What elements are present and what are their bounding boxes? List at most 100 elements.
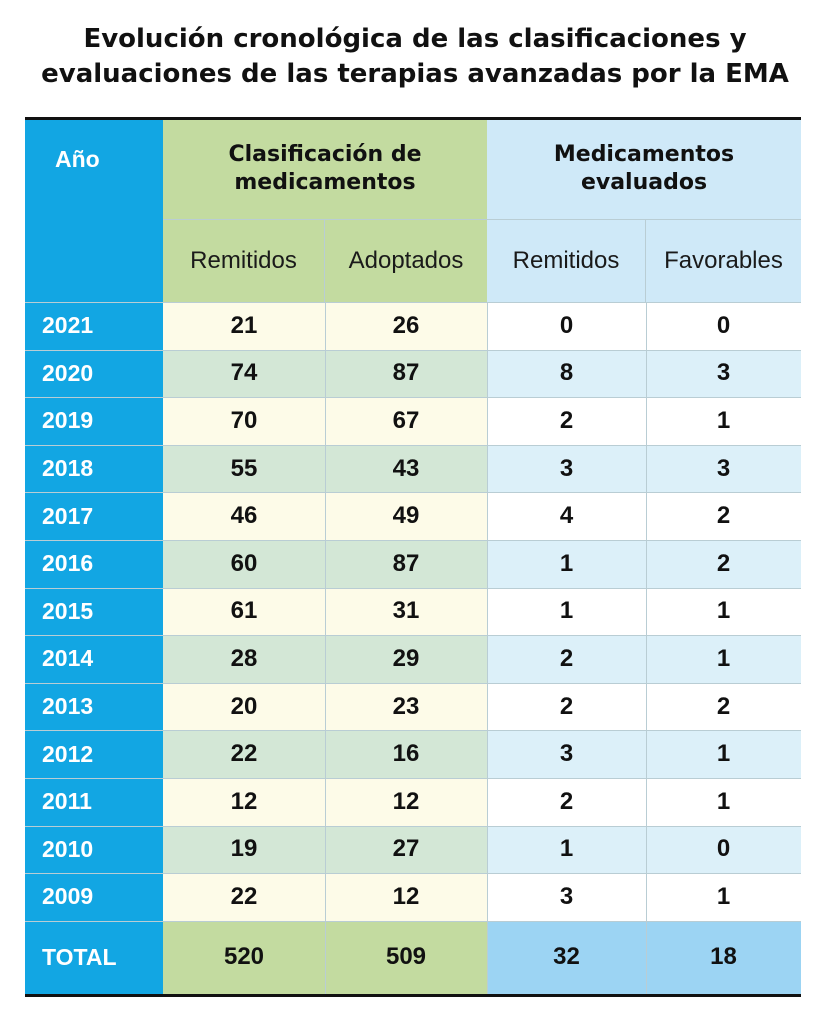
cell-evaluated-remitidos: 3	[487, 444, 646, 493]
cell-classification-remitidos: 61	[163, 587, 325, 636]
cell-evaluated-remitidos: 2	[487, 778, 646, 826]
total-label: TOTAL	[42, 943, 117, 970]
group1-line-1: Clasificación de	[228, 142, 422, 167]
cell-evaluated-favorables: 0	[646, 302, 801, 350]
cell-evaluated-remitidos: 3	[487, 873, 646, 921]
cell-classification-adoptados: 87	[325, 349, 487, 398]
cell-classification-remitidos: 28	[163, 635, 325, 683]
year-label: 2011	[42, 788, 92, 815]
cell-evaluated-favorables: 1	[646, 778, 801, 826]
year-label: 2018	[42, 455, 94, 482]
cell-classification-remitidos: 70	[163, 397, 325, 445]
row-separator	[25, 682, 801, 684]
title-line-2: evaluaciones de las terapias avanzadas p…	[41, 59, 789, 89]
cell-classification-adoptados: 16	[325, 730, 487, 778]
row-separator	[25, 397, 801, 399]
cell-evaluated-remitidos: 2	[487, 397, 646, 445]
cell-evaluated-favorables: 1	[646, 397, 801, 445]
cell-classification-adoptados: 26	[325, 302, 487, 350]
year-label: 2012	[42, 740, 94, 767]
table-top-rule	[25, 117, 801, 120]
total-separator	[25, 920, 801, 922]
group-header-divider	[163, 219, 801, 220]
cell-classification-adoptados: 31	[325, 587, 487, 636]
cell-evaluated-remitidos: 1	[487, 587, 646, 636]
group-header-classification-bg	[163, 120, 487, 302]
row-separator	[25, 825, 801, 827]
cell-classification-adoptados: 49	[325, 492, 487, 540]
year-column-background	[25, 120, 163, 994]
table-bottom-rule	[25, 994, 801, 997]
subheader-classification-remitidos: Remitidos	[190, 247, 297, 274]
cell-classification-adoptados: 12	[325, 873, 487, 921]
row-separator	[25, 540, 801, 541]
cell-evaluated-favorables: 1	[646, 873, 801, 921]
row-separator	[25, 730, 801, 732]
cell-evaluated-remitidos: 1	[487, 825, 646, 874]
cell-classification-adoptados: 43	[325, 444, 487, 493]
row-separator	[25, 778, 801, 779]
cell-classification-remitidos: 55	[163, 444, 325, 493]
row-separator	[25, 492, 801, 494]
cell-classification-remitidos: 21	[163, 302, 325, 350]
cell-evaluated-remitidos: 4	[487, 492, 646, 540]
row-separator	[25, 635, 801, 637]
year-label: 2014	[42, 645, 94, 672]
cell-evaluated-favorables: 0	[646, 825, 801, 874]
cell-classification-remitidos: 19	[163, 825, 325, 874]
chart-title: Evolución cronológica de las clasificaci…	[0, 22, 830, 92]
total-evaluated-favorables: 18	[646, 920, 801, 994]
year-header: Año	[55, 146, 100, 172]
group-header-classification: Clasificación de medicamentos	[163, 137, 487, 201]
subheader-divider-2	[645, 219, 646, 302]
group2-line-2: evaluados	[580, 170, 708, 195]
cell-evaluated-favorables: 2	[646, 492, 801, 540]
cell-evaluated-favorables: 1	[646, 635, 801, 683]
cell-evaluated-favorables: 1	[646, 730, 801, 778]
cell-classification-remitidos: 22	[163, 730, 325, 778]
year-label: 2010	[42, 835, 94, 862]
cell-classification-adoptados: 12	[325, 778, 487, 826]
total-evaluated-remitidos: 32	[487, 920, 646, 994]
total-classification-remitidos: 520	[163, 920, 325, 994]
subheader-classification-adoptados: Adoptados	[348, 247, 464, 274]
cell-classification-remitidos: 60	[163, 540, 325, 588]
cell-classification-adoptados: 87	[325, 540, 487, 588]
row-separator	[25, 302, 801, 303]
title-line-1: Evolución cronológica de las clasificaci…	[83, 24, 747, 54]
year-label: 2013	[42, 693, 94, 720]
cell-evaluated-remitidos: 8	[487, 349, 646, 398]
group2-line-1: Medicamentos	[553, 142, 735, 167]
cell-classification-adoptados: 27	[325, 825, 487, 874]
year-label: 2017	[42, 502, 94, 529]
cell-classification-adoptados: 67	[325, 397, 487, 445]
row-separator	[25, 349, 801, 351]
year-label: 2019	[42, 407, 94, 434]
row-separator	[25, 444, 801, 446]
column-separator	[325, 302, 326, 994]
cell-evaluated-remitidos: 3	[487, 730, 646, 778]
year-label: 2021	[42, 312, 94, 339]
group1-line-2: medicamentos	[234, 170, 416, 195]
row-separator	[25, 587, 801, 589]
cell-classification-remitidos: 20	[163, 682, 325, 731]
year-label: 2009	[42, 883, 94, 910]
cell-evaluated-remitidos: 2	[487, 635, 646, 683]
cell-classification-remitidos: 12	[163, 778, 325, 826]
year-label: 2020	[42, 359, 94, 386]
cell-classification-remitidos: 46	[163, 492, 325, 540]
subheader-evaluated-remitidos: Remitidos	[512, 247, 620, 274]
group-header-evaluated: Medicamentos evaluados	[487, 137, 801, 201]
cell-evaluated-favorables: 2	[646, 540, 801, 588]
column-separator	[487, 302, 488, 994]
cell-evaluated-remitidos: 2	[487, 682, 646, 731]
group-header-evaluated-bg	[487, 120, 801, 302]
data-table: Año Clasificación de medicamentos Medica…	[25, 117, 801, 997]
subheader-evaluated-favorables: Favorables	[664, 247, 783, 274]
cell-evaluated-favorables: 1	[646, 587, 801, 636]
cell-classification-adoptados: 23	[325, 682, 487, 731]
cell-evaluated-favorables: 2	[646, 682, 801, 731]
cell-classification-remitidos: 74	[163, 349, 325, 398]
cell-classification-remitidos: 22	[163, 873, 325, 921]
year-label: 2016	[42, 550, 94, 577]
